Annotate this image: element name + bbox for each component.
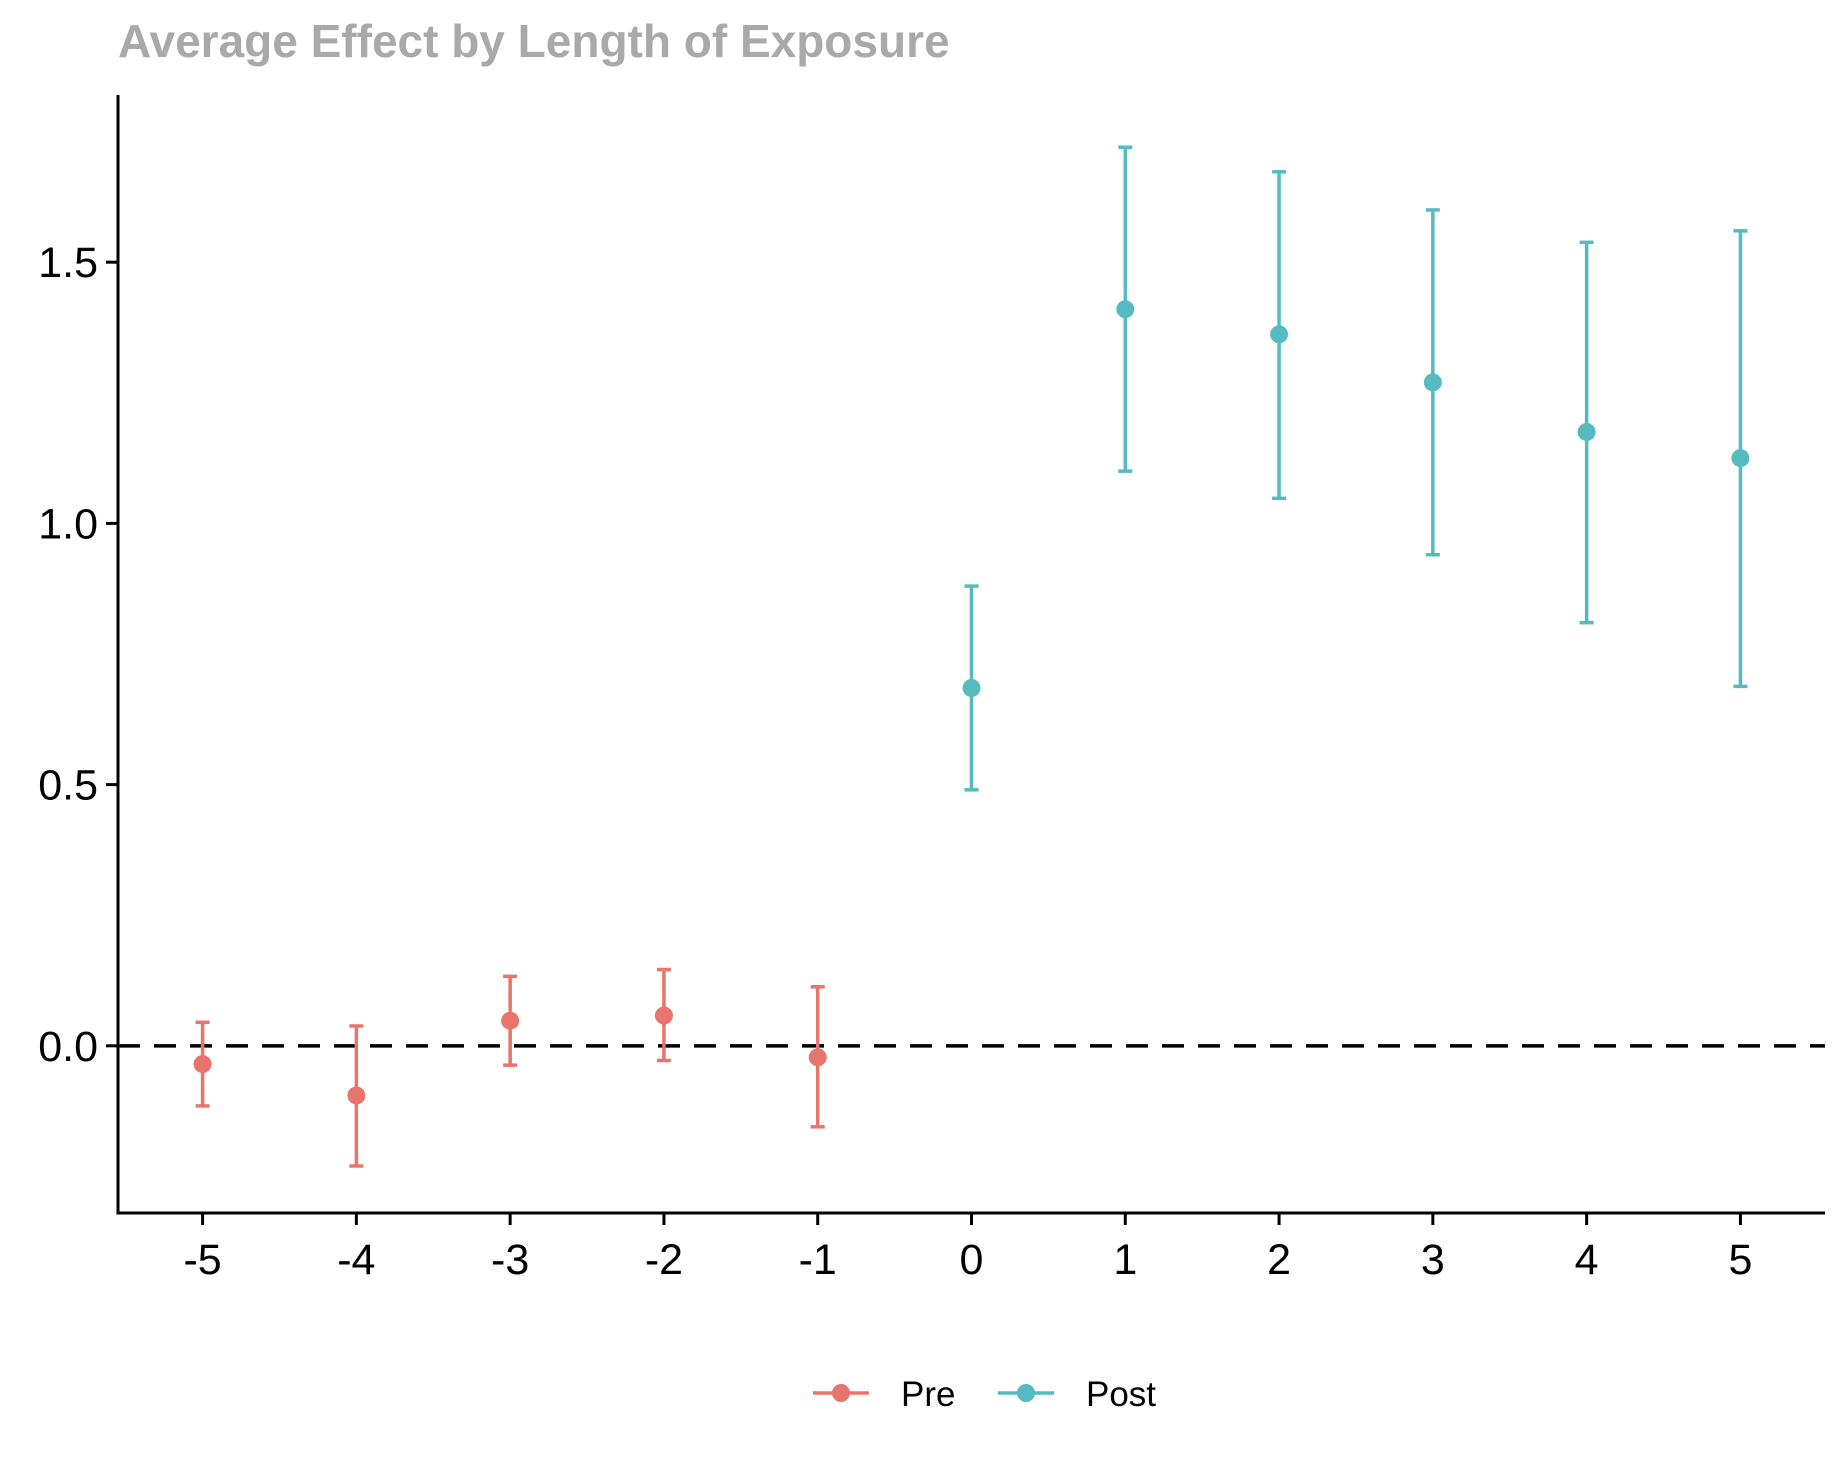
x-tick-label: 3 (1421, 1236, 1445, 1284)
legend-marker (832, 1384, 850, 1402)
data-point (808, 1048, 827, 1067)
legend: Pre Post (813, 1375, 1156, 1414)
series-pre (193, 967, 827, 1168)
y-tick-label: 1.5 (38, 239, 98, 287)
legend-item-pre: Pre (813, 1375, 955, 1414)
data-point (347, 1086, 366, 1105)
data-marks (193, 145, 1750, 1168)
data-point (1423, 373, 1442, 392)
data-point (193, 1055, 212, 1074)
axes: -5 -4 -3 -2 -1 0 1 2 3 4 5 0.0 0.5 1.0 1.5 (38, 95, 1825, 1284)
x-tick-label: 1 (1113, 1236, 1137, 1284)
data-point (1116, 300, 1135, 319)
x-tick-label: -1 (799, 1236, 837, 1284)
x-tick-label: -4 (337, 1236, 375, 1284)
series-post (962, 145, 1750, 792)
x-tick-label: 2 (1267, 1236, 1291, 1284)
data-point (501, 1011, 520, 1030)
data-point (1577, 422, 1596, 441)
chart-title: Average Effect by Length of Exposure (118, 15, 950, 67)
x-tick-label: -3 (491, 1236, 529, 1284)
x-tick-label: -5 (183, 1236, 221, 1284)
x-tick-label: -2 (645, 1236, 683, 1284)
legend-label: Pre (901, 1375, 955, 1414)
y-tick-label: 0.5 (38, 762, 98, 810)
y-tick-label: 0.0 (38, 1023, 98, 1071)
data-point (962, 678, 981, 697)
legend-label: Post (1086, 1375, 1156, 1414)
data-point (1731, 449, 1750, 468)
x-tick-label: 4 (1575, 1236, 1599, 1284)
x-tick-label: 0 (960, 1236, 984, 1284)
x-tick-label: 5 (1728, 1236, 1752, 1284)
legend-marker (1017, 1384, 1035, 1402)
y-tick-label: 1.0 (38, 500, 98, 548)
data-point (1270, 325, 1289, 344)
legend-item-post: Post (998, 1375, 1156, 1414)
data-point (654, 1006, 673, 1025)
